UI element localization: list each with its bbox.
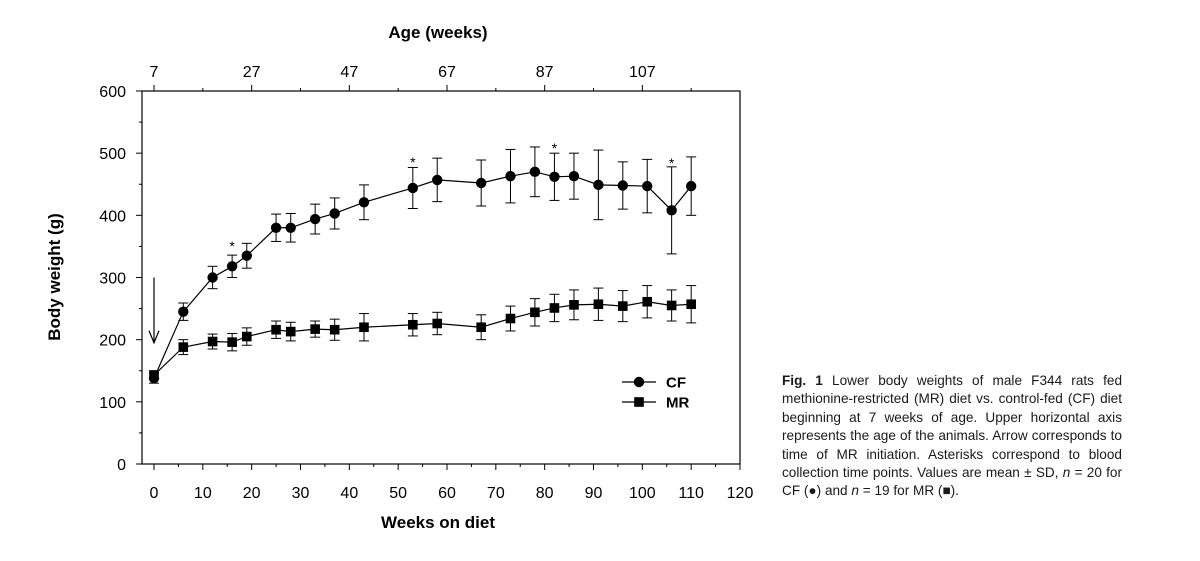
y-tick-label: 0 <box>117 457 126 474</box>
data-point-mr <box>642 296 653 307</box>
data-point-cf <box>685 180 697 192</box>
data-point-mr <box>207 336 218 347</box>
data-point-cf <box>529 166 541 178</box>
series-cf <box>148 146 697 384</box>
x-tick-label: 30 <box>292 485 310 502</box>
legend-marker-cf <box>633 376 645 388</box>
data-point-cf <box>329 208 340 219</box>
x-tick-label: 100 <box>629 485 656 502</box>
top-tick-label: 107 <box>629 64 656 81</box>
data-point-mr <box>285 326 296 337</box>
data-point-cf <box>285 222 296 233</box>
series-mr <box>149 285 697 380</box>
top-tick-label: 67 <box>438 64 456 81</box>
data-point-cf <box>178 306 189 317</box>
x-tick-label: 60 <box>438 485 456 502</box>
series-line-mr <box>153 301 692 376</box>
data-point-cf <box>475 177 487 189</box>
significance-asterisk: * <box>229 238 235 254</box>
n-symbol-mr: n <box>851 483 859 499</box>
data-point-mr <box>359 322 369 333</box>
x-axis-title: Weeks on diet <box>381 513 495 532</box>
y-tick-label: 500 <box>99 146 126 163</box>
data-point-mr <box>432 318 443 329</box>
data-point-cf <box>642 180 653 192</box>
x-tick-label: 0 <box>150 485 159 502</box>
data-point-mr <box>329 324 340 335</box>
caption-n-mr: = 19 for MR (■). <box>858 483 959 499</box>
y-tick-label: 400 <box>99 208 126 225</box>
x-tick-label: 120 <box>727 485 754 502</box>
legend-label-mr: MR <box>666 395 689 412</box>
data-point-cf <box>666 205 677 216</box>
data-point-mr <box>666 300 677 311</box>
data-point-cf <box>407 182 419 194</box>
top-tick-label: 27 <box>243 64 261 81</box>
data-point-mr <box>241 331 252 342</box>
figure-caption: Fig. 1 Lower body weights of male F344 r… <box>782 372 1122 501</box>
data-point-mr <box>549 303 560 313</box>
x-tick-label: 110 <box>678 485 704 502</box>
data-point-mr <box>593 299 604 310</box>
data-point-cf <box>549 171 560 182</box>
legend-label-cf: CF <box>666 375 686 392</box>
data-point-mr <box>408 319 418 330</box>
x-tick-label: 10 <box>194 485 212 502</box>
data-point-cf <box>432 174 443 186</box>
y-tick-label: 300 <box>99 271 126 288</box>
top-tick-label: 47 <box>340 64 358 81</box>
x-tick-label: 20 <box>243 485 261 502</box>
y-axis-title: Body weight (g) <box>45 213 64 340</box>
series-line-cf <box>153 171 692 379</box>
data-point-mr <box>686 299 696 310</box>
data-point-mr <box>476 322 486 333</box>
data-point-cf <box>505 170 516 182</box>
data-point-cf <box>617 180 628 191</box>
data-point-mr <box>149 370 159 380</box>
caption-n-cf: = 20 for CF (●) and <box>782 465 1122 499</box>
significance-asterisk: * <box>669 155 675 171</box>
body-weight-chart: 0 10 20 30 40 50 60 70 80 90 100 110 120 0 100 200 300 40… <box>45 23 754 532</box>
data-point-mr <box>618 301 628 311</box>
significance-asterisk: * <box>410 154 416 170</box>
data-point-mr <box>505 313 516 324</box>
y-tick-label: 200 <box>99 333 126 350</box>
legend: CF MR <box>622 375 689 412</box>
data-point-mr <box>178 342 189 352</box>
figure-label: Fig. 1 <box>782 373 823 388</box>
data-point-cf <box>241 250 252 261</box>
data-point-cf <box>593 179 604 191</box>
legend-marker-mr <box>634 397 644 407</box>
x-tick-label: 90 <box>585 485 603 502</box>
data-point-cf <box>309 213 321 225</box>
data-point-cf <box>270 222 282 233</box>
n-symbol-cf: n <box>1062 465 1071 481</box>
significance-asterisk: * <box>552 140 558 156</box>
data-point-cf <box>568 170 580 182</box>
top-tick-label: 7 <box>150 64 159 81</box>
data-point-cf <box>358 197 370 208</box>
data-point-mr <box>271 324 281 335</box>
x-tick-label: 80 <box>536 485 554 502</box>
top-tick-label: 87 <box>536 64 554 81</box>
caption-text: Lower body weights of male F344 rats fed… <box>782 373 1122 481</box>
mr-initiation-arrowhead <box>148 330 160 345</box>
x-tick-label: 50 <box>389 485 407 502</box>
data-point-cf <box>207 272 218 283</box>
x-tick-label: 40 <box>340 485 358 502</box>
data-point-cf <box>226 261 238 272</box>
top-axis-title: Age (weeks) <box>388 23 487 42</box>
data-point-mr <box>227 337 237 347</box>
y-tick-label: 600 <box>99 84 126 101</box>
x-tick-label: 70 <box>487 485 505 502</box>
data-point-mr <box>310 324 320 334</box>
data-point-mr <box>530 307 540 318</box>
y-tick-label: 100 <box>99 395 126 412</box>
data-point-mr <box>569 300 579 310</box>
